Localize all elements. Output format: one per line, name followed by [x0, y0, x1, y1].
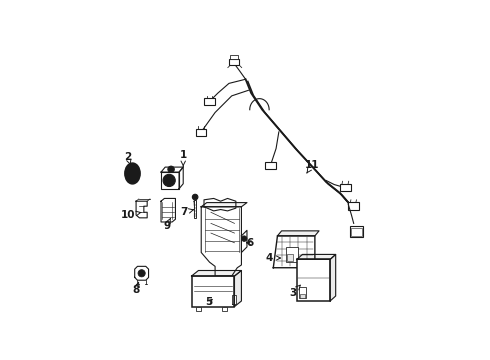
Polygon shape	[135, 266, 148, 280]
Polygon shape	[161, 167, 183, 172]
Ellipse shape	[127, 166, 138, 181]
Polygon shape	[204, 198, 236, 211]
Bar	[196, 307, 201, 311]
Circle shape	[138, 270, 145, 277]
Polygon shape	[330, 255, 336, 301]
Text: 1: 1	[180, 150, 187, 166]
Bar	[300, 294, 305, 298]
Polygon shape	[277, 231, 319, 236]
Polygon shape	[201, 207, 242, 276]
Text: 8: 8	[132, 282, 140, 295]
Polygon shape	[212, 276, 232, 280]
Bar	[196, 129, 206, 135]
Polygon shape	[273, 236, 315, 268]
Polygon shape	[194, 201, 196, 212]
Polygon shape	[161, 198, 175, 222]
Bar	[204, 98, 215, 105]
Bar	[340, 184, 351, 191]
Bar	[222, 307, 227, 311]
Polygon shape	[297, 255, 336, 260]
Bar	[229, 59, 240, 66]
Ellipse shape	[125, 163, 140, 184]
Bar	[348, 202, 359, 210]
Bar	[287, 254, 293, 261]
Circle shape	[163, 174, 175, 186]
Text: 10: 10	[121, 210, 141, 220]
Bar	[192, 276, 235, 307]
Polygon shape	[235, 270, 242, 307]
Circle shape	[168, 166, 174, 173]
Bar	[194, 200, 196, 218]
Bar	[265, 162, 276, 169]
Circle shape	[193, 194, 198, 200]
Text: 7: 7	[180, 207, 194, 217]
Circle shape	[242, 236, 247, 242]
Polygon shape	[136, 201, 147, 218]
Bar	[351, 228, 362, 236]
Bar	[230, 55, 238, 59]
Polygon shape	[242, 230, 247, 252]
Bar	[286, 247, 298, 262]
Bar	[349, 226, 364, 237]
Bar	[299, 287, 306, 298]
Text: 9: 9	[163, 218, 171, 231]
Text: 5: 5	[205, 297, 212, 307]
Bar	[297, 260, 330, 301]
Polygon shape	[232, 296, 236, 304]
Polygon shape	[179, 167, 183, 189]
Polygon shape	[201, 203, 247, 207]
Polygon shape	[192, 270, 242, 276]
Text: 11: 11	[305, 160, 319, 173]
Text: 6: 6	[246, 238, 254, 248]
Bar	[161, 172, 179, 189]
Text: 4: 4	[266, 253, 281, 263]
Text: 2: 2	[124, 152, 131, 165]
Text: 3: 3	[290, 285, 300, 298]
